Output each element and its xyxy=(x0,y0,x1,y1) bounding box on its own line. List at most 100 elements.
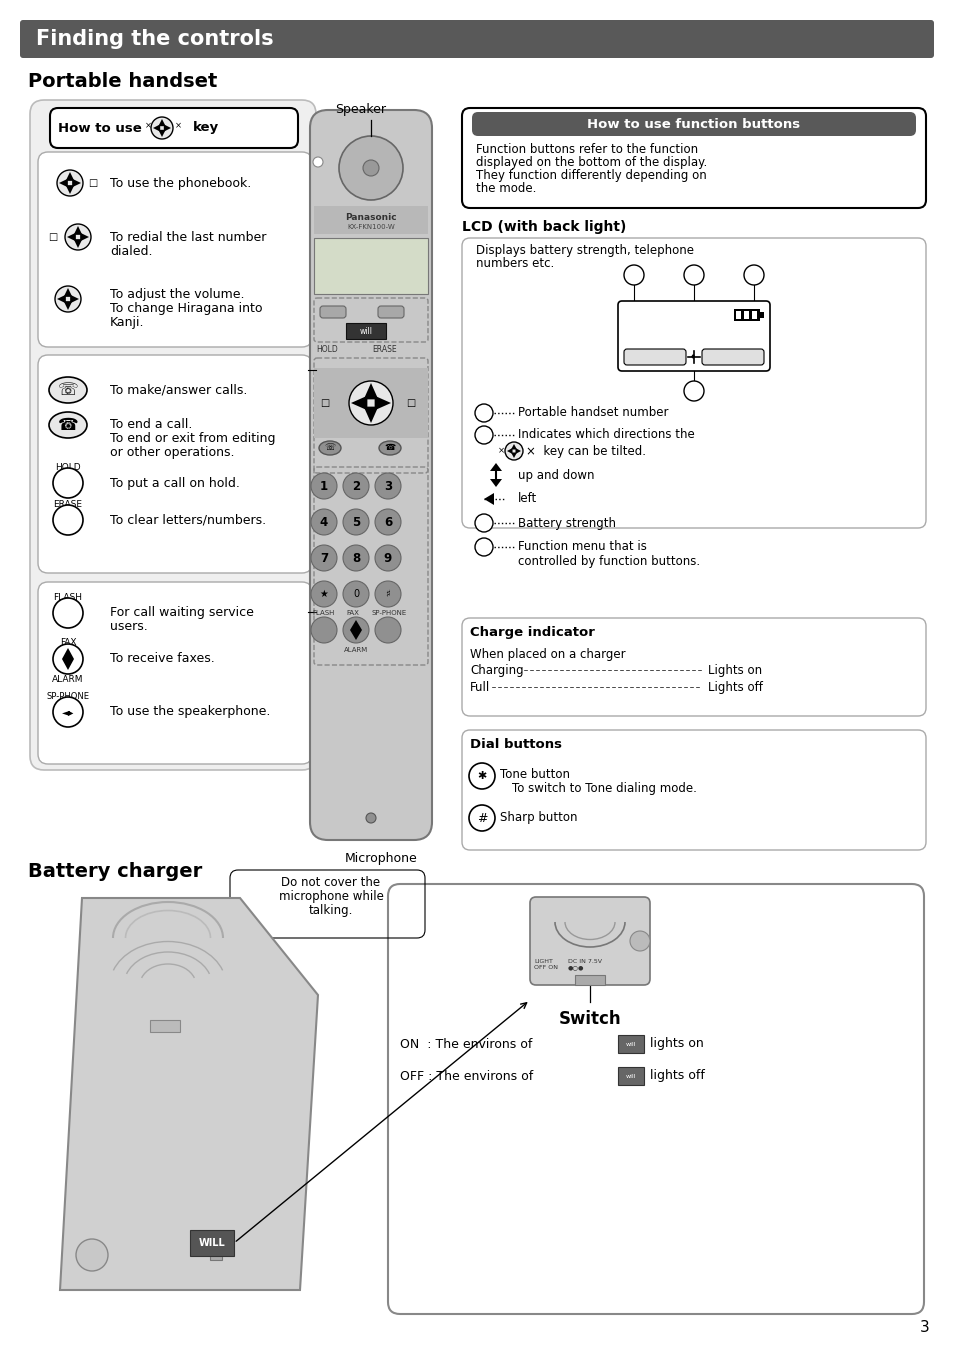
Text: ×  key can be tilted.: × key can be tilted. xyxy=(525,445,645,457)
Polygon shape xyxy=(350,621,361,639)
Text: Do not cover the: Do not cover the xyxy=(281,876,380,889)
Text: FLASH: FLASH xyxy=(53,594,82,602)
Text: 9: 9 xyxy=(383,552,392,564)
FancyBboxPatch shape xyxy=(38,581,312,764)
Text: LCD (with back light): LCD (with back light) xyxy=(461,220,626,233)
Bar xyxy=(346,322,386,339)
Circle shape xyxy=(475,426,493,444)
Circle shape xyxy=(313,156,323,167)
Circle shape xyxy=(375,545,400,571)
Text: ◄▸: ◄▸ xyxy=(62,707,74,718)
Text: 7: 7 xyxy=(319,552,328,564)
Text: ×: × xyxy=(174,121,182,131)
Polygon shape xyxy=(66,173,74,181)
Circle shape xyxy=(55,286,81,312)
Text: To use the speakerphone.: To use the speakerphone. xyxy=(110,706,270,719)
Text: lights on: lights on xyxy=(649,1037,703,1051)
Text: Sharp button: Sharp button xyxy=(499,812,577,824)
Bar xyxy=(618,1067,643,1085)
Circle shape xyxy=(623,264,643,285)
Text: To make/answer calls.: To make/answer calls. xyxy=(110,383,247,397)
Circle shape xyxy=(343,581,369,607)
Text: To adjust the volume.: To adjust the volume. xyxy=(110,287,244,301)
Bar xyxy=(210,1252,222,1260)
Circle shape xyxy=(469,764,495,789)
Text: To clear letters/numbers.: To clear letters/numbers. xyxy=(110,514,266,526)
Circle shape xyxy=(375,616,400,643)
Text: will: will xyxy=(625,1074,636,1078)
Circle shape xyxy=(53,643,83,674)
FancyBboxPatch shape xyxy=(472,112,915,136)
Text: Function buttons refer to the function: Function buttons refer to the function xyxy=(476,143,698,156)
Text: ♯: ♯ xyxy=(385,590,390,599)
Polygon shape xyxy=(375,395,391,410)
Ellipse shape xyxy=(318,441,340,455)
Text: □: □ xyxy=(406,398,415,407)
Polygon shape xyxy=(66,185,74,194)
Polygon shape xyxy=(515,448,520,455)
Circle shape xyxy=(683,380,703,401)
Bar xyxy=(190,1230,233,1256)
Text: KX-FKN100-W: KX-FKN100-W xyxy=(347,224,395,229)
Circle shape xyxy=(338,136,402,200)
Text: left: left xyxy=(517,492,537,506)
Text: Kanji.: Kanji. xyxy=(110,316,144,329)
Text: Portable handset: Portable handset xyxy=(28,71,217,90)
Ellipse shape xyxy=(378,441,400,455)
Polygon shape xyxy=(511,452,517,459)
Polygon shape xyxy=(72,178,81,188)
Text: displayed on the bottom of the display.: displayed on the bottom of the display. xyxy=(476,156,706,169)
Text: Charging: Charging xyxy=(470,664,523,677)
Text: ♦: ♦ xyxy=(689,353,696,360)
Bar xyxy=(735,312,740,318)
Text: When placed on a charger: When placed on a charger xyxy=(470,648,625,661)
FancyBboxPatch shape xyxy=(388,884,923,1314)
Text: WILL: WILL xyxy=(198,1238,225,1248)
Bar xyxy=(314,368,428,438)
Bar xyxy=(150,1020,180,1032)
Text: To receive faxes.: To receive faxes. xyxy=(110,653,214,665)
Polygon shape xyxy=(62,648,74,670)
Text: For call waiting service: For call waiting service xyxy=(110,606,253,619)
Ellipse shape xyxy=(49,376,87,403)
Circle shape xyxy=(363,161,378,175)
Text: ERASE: ERASE xyxy=(372,345,396,353)
Text: ALARM: ALARM xyxy=(343,648,368,653)
Text: ☏: ☏ xyxy=(57,380,78,399)
Text: To switch to Tone dialing mode.: To switch to Tone dialing mode. xyxy=(512,782,696,795)
Text: Charge indicator: Charge indicator xyxy=(470,626,595,639)
Bar xyxy=(575,975,604,985)
Text: OFF : The environs of: OFF : The environs of xyxy=(399,1070,533,1082)
Circle shape xyxy=(366,813,375,823)
Text: ERASE: ERASE xyxy=(53,500,82,509)
Circle shape xyxy=(311,616,336,643)
Circle shape xyxy=(151,117,172,139)
Bar xyxy=(314,206,428,233)
Polygon shape xyxy=(73,239,82,248)
Text: Finding the controls: Finding the controls xyxy=(36,28,274,49)
Text: SP-PHONE: SP-PHONE xyxy=(47,692,90,701)
Text: Dial buttons: Dial buttons xyxy=(470,738,561,751)
Bar xyxy=(314,237,428,294)
Circle shape xyxy=(53,598,83,629)
Polygon shape xyxy=(73,227,82,235)
Polygon shape xyxy=(490,479,501,487)
Circle shape xyxy=(311,581,336,607)
Text: FLASH: FLASH xyxy=(312,610,334,616)
FancyBboxPatch shape xyxy=(38,355,312,573)
Text: 3: 3 xyxy=(920,1321,929,1336)
Polygon shape xyxy=(164,124,171,132)
FancyBboxPatch shape xyxy=(530,897,649,985)
Text: numbers etc.: numbers etc. xyxy=(476,258,554,270)
Text: users.: users. xyxy=(110,621,148,633)
Circle shape xyxy=(53,468,83,498)
Text: ☏: ☏ xyxy=(324,444,335,452)
Circle shape xyxy=(504,442,522,460)
FancyBboxPatch shape xyxy=(377,306,403,318)
Circle shape xyxy=(683,264,703,285)
Circle shape xyxy=(343,616,369,643)
Text: Full: Full xyxy=(470,681,490,693)
FancyBboxPatch shape xyxy=(461,237,925,527)
Text: SP-PHONE: SP-PHONE xyxy=(372,610,407,616)
Text: the mode.: the mode. xyxy=(476,182,536,196)
